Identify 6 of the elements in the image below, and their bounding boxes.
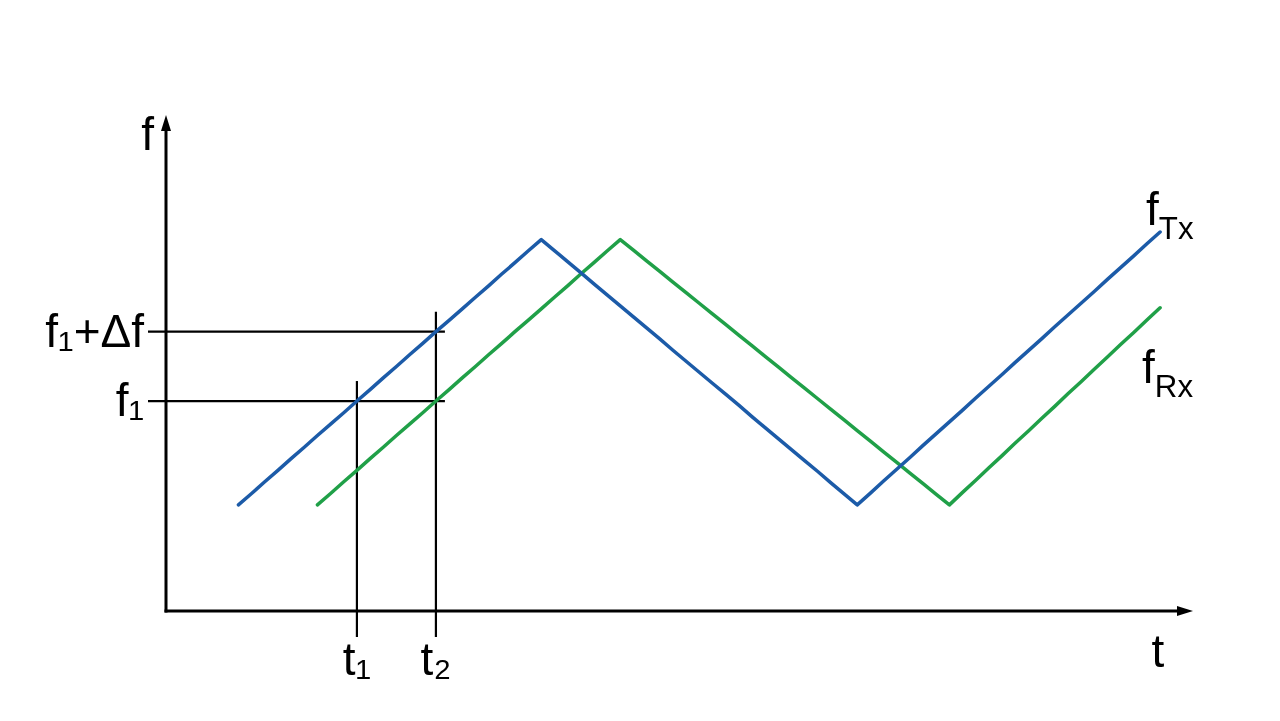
y-axis-title: f	[141, 108, 155, 160]
ref-line-label: f₁	[115, 374, 145, 427]
x-axis-title: t	[1151, 625, 1165, 677]
x-tick-label: t₂	[420, 633, 452, 686]
ref-line-label: f₁+Δf	[45, 304, 145, 357]
x-tick-label: t₁	[342, 633, 372, 686]
